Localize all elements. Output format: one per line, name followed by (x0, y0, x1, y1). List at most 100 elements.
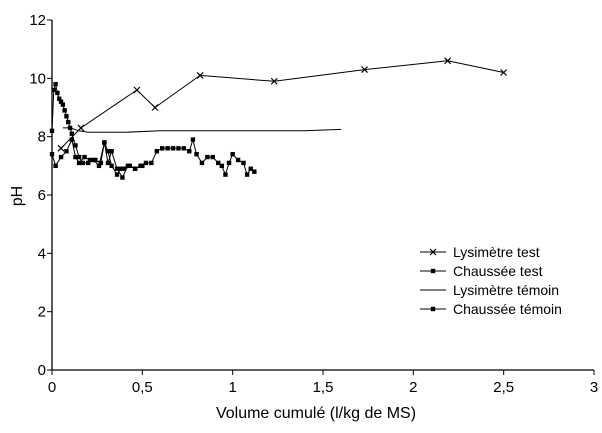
data-point (105, 149, 111, 154)
data-point (76, 154, 82, 160)
data-point (154, 149, 159, 154)
series-layer (49, 57, 508, 180)
legend-item-chaussee-test: Chaussée test (420, 263, 543, 279)
x-axis-ticks: 0 0,5 1 1,5 2 2,5 3 (48, 370, 598, 396)
data-point (82, 154, 87, 160)
data-point (181, 146, 187, 151)
data-point (241, 160, 246, 166)
data-point (160, 146, 165, 151)
data-point (49, 128, 55, 134)
data-point (109, 149, 114, 154)
series-chaussee-temoin (49, 137, 257, 177)
x-tick-label: 0 (48, 379, 56, 396)
data-point (114, 172, 120, 177)
data-point (500, 69, 508, 76)
data-point (51, 87, 57, 93)
data-point (58, 154, 64, 160)
data-point (114, 166, 120, 171)
data-point (194, 151, 199, 157)
x-axis-title: Volume cumulé (l/kg de MS) (216, 405, 416, 422)
data-point (57, 144, 65, 152)
data-point (226, 160, 232, 166)
y-axis-title: pH (9, 186, 26, 206)
data-point (105, 160, 111, 166)
y-tick-label: 12 (29, 12, 46, 29)
data-point (93, 157, 98, 163)
series-line-chaussee-test (51, 83, 143, 178)
data-point (109, 163, 114, 169)
x-tick-label: 0,5 (132, 379, 153, 396)
data-point (118, 166, 123, 171)
data-point (133, 86, 141, 94)
legend-marker (430, 306, 436, 312)
data-point (58, 99, 64, 104)
data-point (235, 157, 241, 163)
legend-label: Lysimètre test (453, 244, 540, 260)
data-point (138, 163, 143, 169)
y-axis-ticks: 0 2 4 6 8 10 12 (29, 12, 52, 379)
data-point (190, 137, 196, 142)
data-point (223, 172, 228, 177)
x-tick-label: 2,5 (493, 379, 514, 396)
legend-marker (429, 248, 437, 256)
data-point (69, 137, 75, 142)
data-point (96, 163, 102, 169)
legend-item-chaussee-temoin: Chaussée témoin (420, 301, 562, 317)
x-tick-label: 1,5 (313, 379, 334, 396)
data-point (62, 108, 67, 113)
y-tick-label: 6 (38, 187, 46, 204)
data-point (60, 102, 66, 107)
y-tick-label: 2 (38, 304, 46, 321)
data-point (270, 77, 278, 85)
data-point (199, 160, 205, 166)
series-line-lysimetre-temoin (62, 127, 342, 133)
series-lysimetre-test (57, 57, 508, 152)
data-point (143, 160, 149, 166)
legend: Lysimètre test Chaussée test Lysimètre tém… (420, 244, 562, 317)
data-point (176, 146, 181, 151)
data-point (66, 119, 71, 125)
data-point (64, 149, 69, 154)
data-point (132, 166, 138, 171)
data-point (205, 154, 210, 160)
data-point (149, 160, 154, 166)
data-point (196, 71, 204, 79)
data-point (230, 151, 235, 157)
x-tick-label: 1 (228, 379, 236, 396)
y-tick-label: 8 (38, 129, 46, 146)
series-line-lysimetre-test (60, 60, 504, 149)
legend-item-lysimetre-temoin: Lysimètre témoin (420, 282, 559, 298)
legend-marker (430, 268, 436, 274)
data-point (64, 114, 69, 119)
data-point (244, 172, 250, 177)
data-point (219, 163, 225, 169)
data-point (55, 90, 60, 96)
data-point (76, 160, 82, 166)
data-point (53, 163, 58, 169)
data-point (80, 160, 85, 166)
plot-area (51, 20, 594, 371)
data-point (98, 160, 103, 166)
data-point (85, 160, 91, 166)
y-tick-label: 10 (29, 70, 46, 87)
data-point (127, 163, 132, 169)
legend-label: Lysimètre témoin (453, 282, 559, 298)
data-point (165, 146, 170, 151)
data-point (120, 175, 125, 180)
data-point (216, 160, 221, 166)
data-point (248, 166, 253, 171)
series-lysimetre-temoin (62, 127, 342, 133)
data-point (252, 169, 257, 174)
data-point (49, 151, 55, 157)
data-point (170, 146, 176, 151)
data-point (444, 57, 452, 65)
data-point (210, 154, 215, 160)
data-point (102, 140, 107, 145)
y-tick-label: 0 (38, 362, 46, 379)
data-point (87, 157, 93, 163)
data-point (77, 124, 85, 132)
data-point (151, 104, 159, 111)
legend-item-lysimetre-test: Lysimètre test (420, 244, 540, 260)
legend-label: Chaussée témoin (453, 301, 562, 317)
